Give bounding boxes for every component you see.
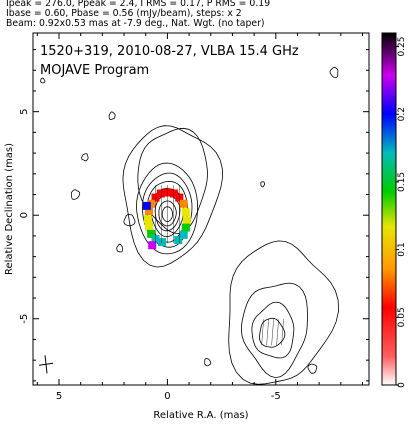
colorbar-tick-label: 0.2 — [397, 107, 407, 121]
polarization-pixel — [179, 230, 188, 239]
polarization-pixel — [182, 216, 191, 225]
polarization-pixel — [179, 199, 188, 208]
core-contour — [158, 200, 177, 227]
polarization-pixel — [142, 201, 151, 210]
polarization-pixel — [157, 238, 166, 247]
polarization-pixel — [148, 241, 157, 250]
colorbar-tick-labels: 0 0.05 0.1 0.15 0.2 0.25 — [396, 37, 407, 388]
colorbar — [381, 32, 397, 386]
polarization-vector — [271, 319, 274, 346]
polarization-pixel — [174, 236, 183, 245]
y-tick-label: -5 — [19, 314, 30, 324]
polarization-vector — [281, 319, 284, 346]
beam-cross — [38, 355, 54, 374]
noise-contour — [108, 111, 116, 121]
y-axis-label: Relative Declination (mas) — [4, 143, 15, 275]
colorbar-tick-label: 0.25 — [397, 37, 407, 57]
polarization-pixel — [143, 215, 152, 224]
noise-contour — [329, 66, 339, 78]
polarization-pixel — [144, 222, 153, 231]
colorbar-tick-label: 0 — [397, 382, 407, 388]
axis-tick-labels: 5 0 -5 5 0 -5 — [19, 108, 281, 402]
noise-contour — [81, 153, 89, 162]
header-beam-line: Beam: 0.92x0.53 mas at -7.9 deg., Nat. W… — [6, 18, 265, 29]
polarization-vector — [276, 319, 279, 346]
noise-contour — [123, 214, 136, 227]
noise-contour — [40, 77, 46, 84]
polarization-vector — [266, 319, 269, 346]
noise-contour — [21, 192, 31, 205]
polarization-pixel — [144, 207, 153, 216]
polarization-pixel — [147, 229, 156, 238]
noise-contour — [116, 243, 123, 253]
noise-contour — [204, 358, 212, 367]
header-stats-line2: Ibase = 0.60, Pbase = 0.56 (mJy/beam), s… — [6, 8, 242, 19]
plot-frame — [32, 32, 370, 386]
polarization-vectors — [155, 185, 284, 346]
polarization-pixel — [169, 189, 178, 198]
polarization-pixel — [156, 189, 165, 198]
header-stats-line1: Ipeak = 276.0, Ppeak = 2.4, I RMS = 0.17… — [6, 0, 271, 9]
polarization-vector — [261, 319, 264, 346]
x-tick-label: 0 — [164, 391, 170, 402]
contour-lines — [21, 66, 339, 385]
polarization-pixel — [181, 223, 190, 232]
plot-subtitle: MOJAVE Program — [40, 63, 149, 78]
colorbar-gradient — [381, 32, 397, 386]
noise-contour — [260, 181, 265, 188]
polarization-pixel — [181, 208, 190, 217]
x-axis-label: Relative R.A. (mas) — [153, 410, 248, 421]
jet-contour — [228, 240, 339, 385]
axis-ticks — [33, 33, 369, 385]
polarization-pixel — [147, 199, 156, 208]
colorbar-tick-label: 0.1 — [397, 242, 407, 256]
x-tick-label: -5 — [271, 391, 281, 402]
beam-minor-axis — [44, 355, 48, 374]
core-contour — [161, 206, 173, 223]
colorbar-tick-label: 0.15 — [397, 172, 407, 192]
y-tick-label: 0 — [19, 212, 30, 218]
x-tick-label: 5 — [56, 391, 62, 402]
core-outer-contour — [122, 125, 223, 268]
noise-contour — [307, 363, 318, 374]
colorbar-tick-label: 0.05 — [397, 307, 407, 327]
polarization-pixels — [142, 188, 191, 250]
plot-title: 1520+319, 2010-08-27, VLBA 15.4 GHz — [40, 44, 299, 59]
jet-contour — [251, 301, 295, 359]
y-tick-label: 5 — [19, 108, 30, 114]
core-contour — [136, 162, 199, 255]
core-outer-contour — [137, 127, 208, 234]
jet-contour — [259, 317, 286, 348]
noise-contour — [70, 189, 81, 200]
jet-contour — [240, 282, 308, 379]
